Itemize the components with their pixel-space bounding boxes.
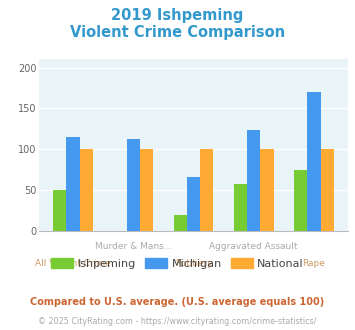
Text: Murder & Mans...: Murder & Mans... xyxy=(94,242,172,251)
Bar xyxy=(140,149,153,231)
Text: 2019 Ishpeming: 2019 Ishpeming xyxy=(111,8,244,23)
Bar xyxy=(294,170,307,231)
Text: Rape: Rape xyxy=(302,259,326,268)
Text: Aggravated Assault: Aggravated Assault xyxy=(209,242,298,251)
Bar xyxy=(247,130,260,231)
Bar xyxy=(66,137,80,231)
Legend: Ishpeming, Michigan, National: Ishpeming, Michigan, National xyxy=(47,254,308,273)
Text: © 2025 CityRating.com - https://www.cityrating.com/crime-statistics/: © 2025 CityRating.com - https://www.city… xyxy=(38,317,317,326)
Bar xyxy=(200,149,213,231)
Bar xyxy=(321,149,334,231)
Bar xyxy=(80,149,93,231)
Text: All Violent Crime: All Violent Crime xyxy=(35,259,111,268)
Bar xyxy=(187,177,200,231)
Bar xyxy=(307,92,321,231)
Bar xyxy=(260,149,274,231)
Bar xyxy=(127,140,140,231)
Bar xyxy=(174,214,187,231)
Text: Robbery: Robbery xyxy=(175,259,212,268)
Text: Compared to U.S. average. (U.S. average equals 100): Compared to U.S. average. (U.S. average … xyxy=(31,297,324,307)
Bar xyxy=(234,184,247,231)
Bar xyxy=(53,190,66,231)
Text: Violent Crime Comparison: Violent Crime Comparison xyxy=(70,25,285,40)
